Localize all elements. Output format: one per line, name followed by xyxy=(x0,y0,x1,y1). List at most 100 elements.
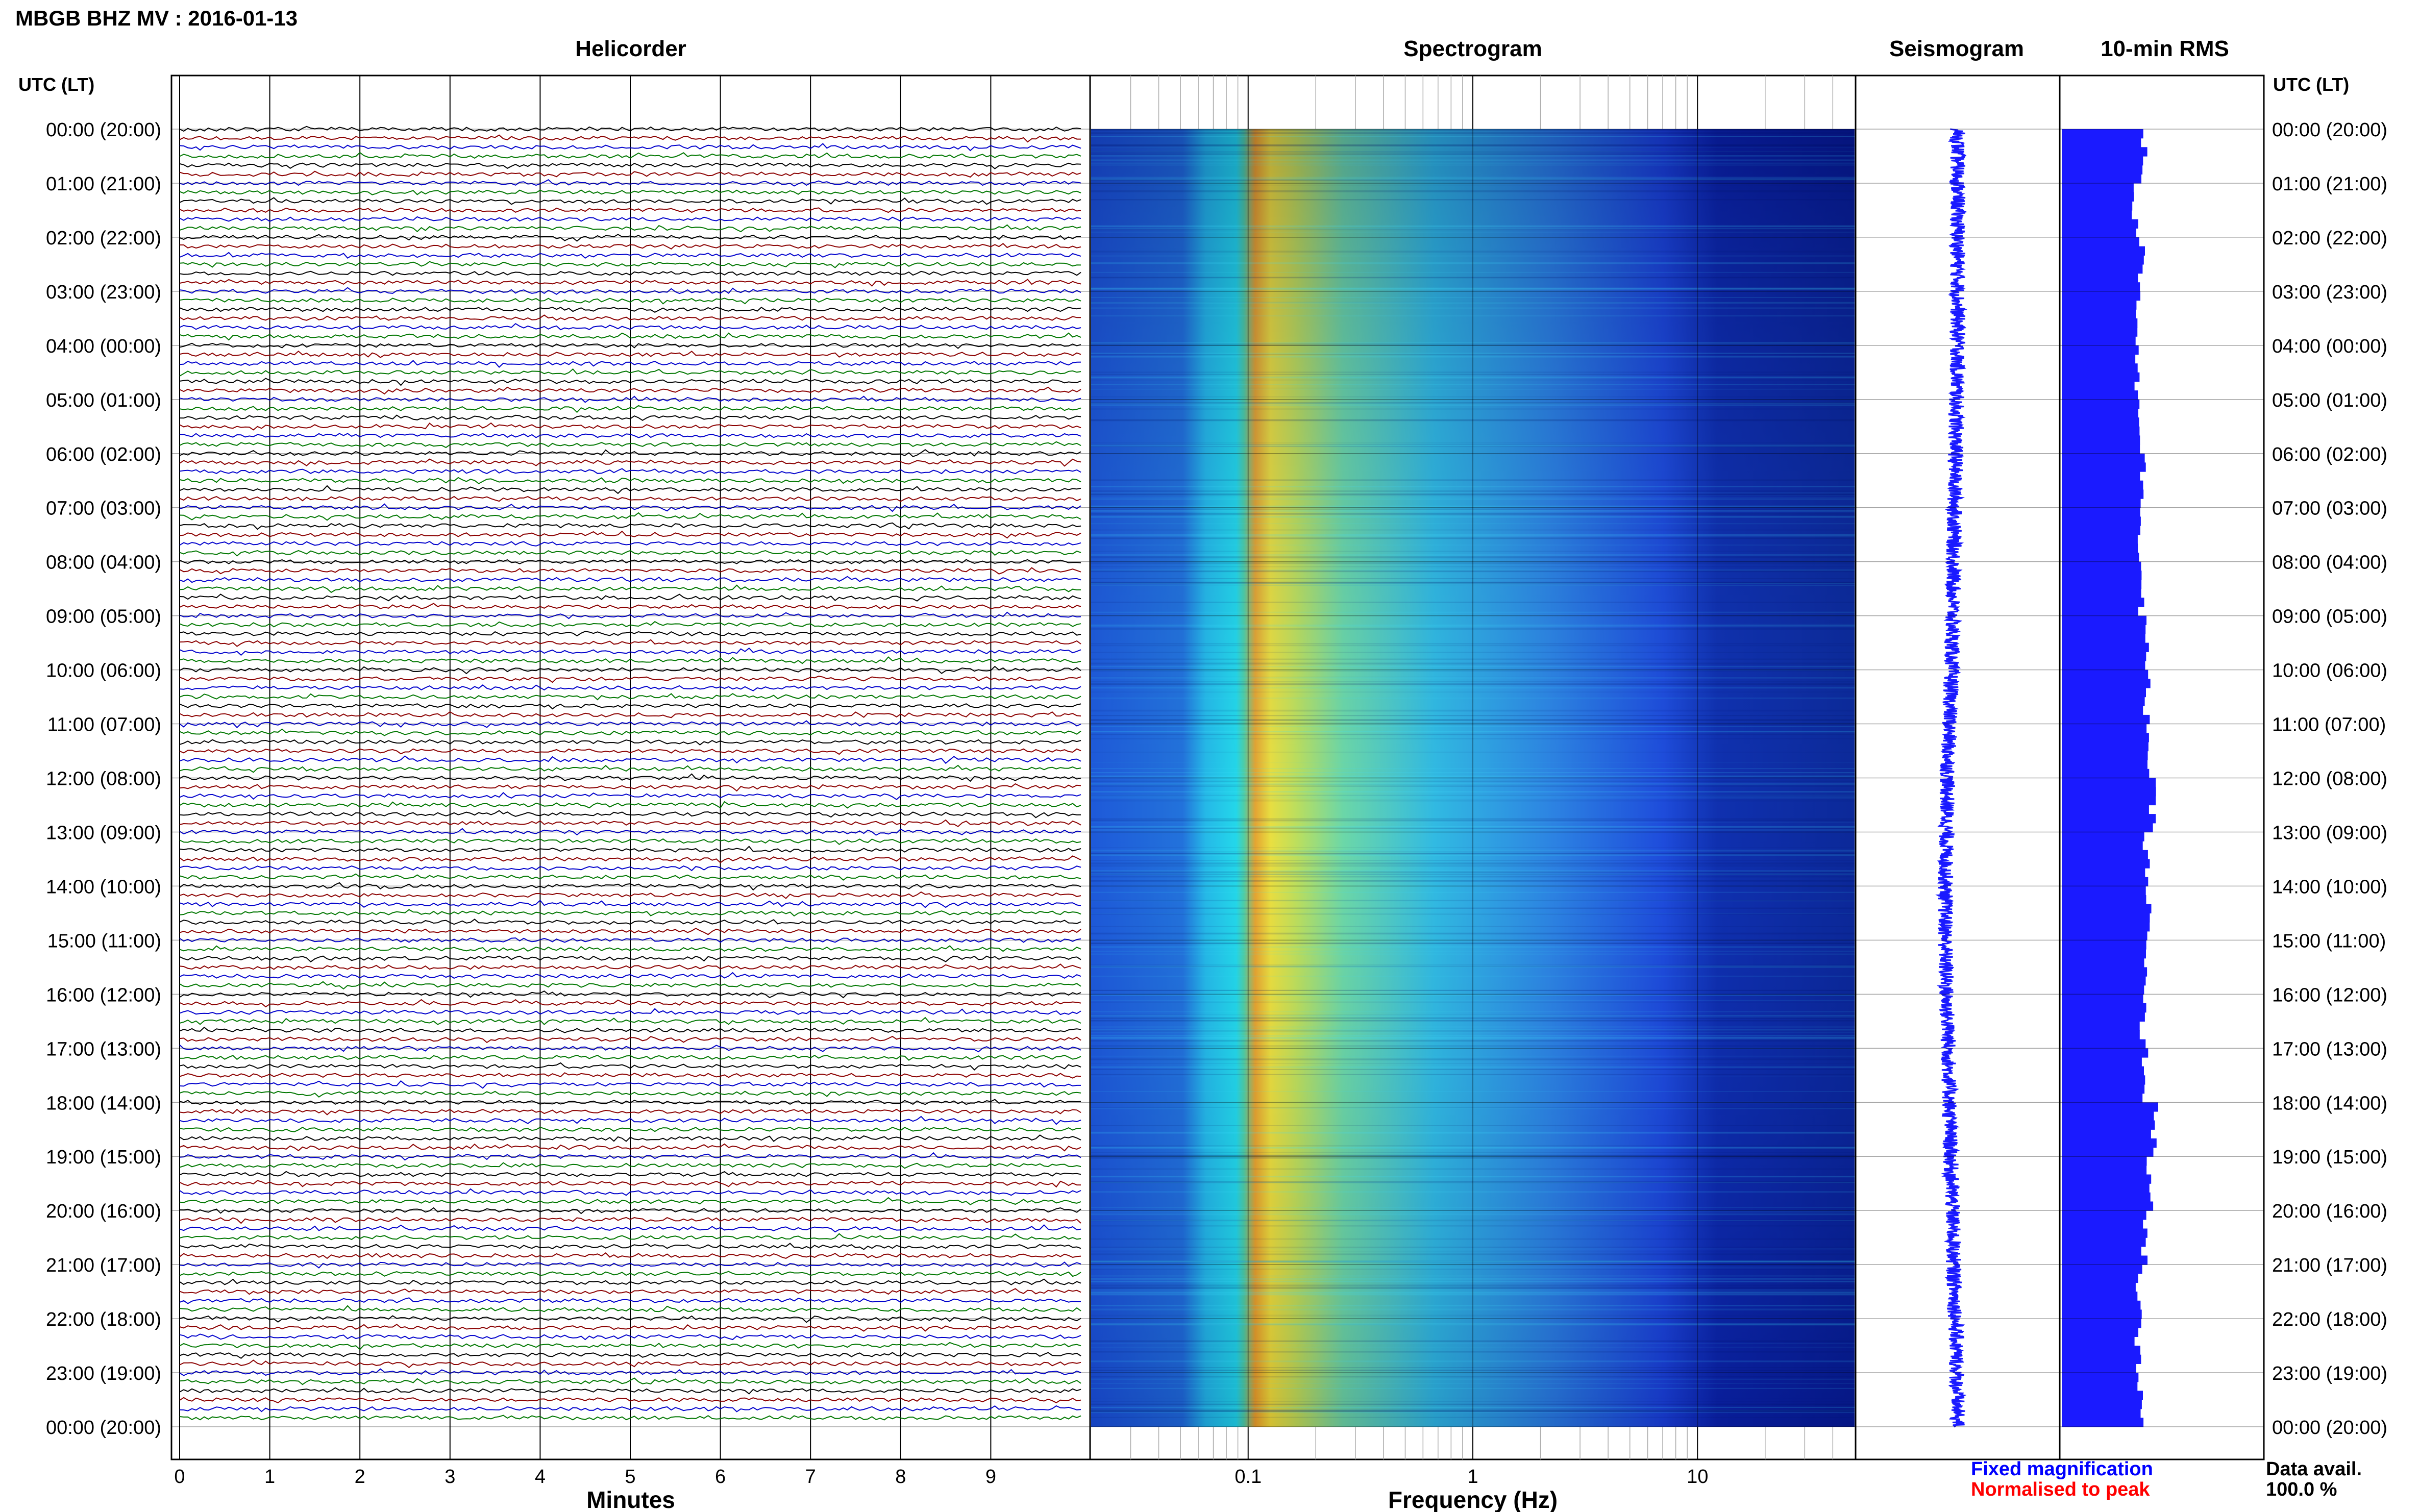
spectrogram-time-stripe xyxy=(1091,445,1855,448)
spectrogram-time-stripe xyxy=(1091,907,1855,909)
spectrogram-time-stripe xyxy=(1091,1155,1855,1156)
rms-bar xyxy=(2062,390,2138,400)
rms-bar xyxy=(2062,1147,2154,1157)
y-tick-label-left: 04:00 (00:00) xyxy=(46,336,161,357)
spectrogram-time-stripe xyxy=(1091,1347,1855,1348)
rms-bar xyxy=(2062,372,2140,382)
spectrogram-time-stripe xyxy=(1091,1367,1855,1369)
rms-bar xyxy=(2062,399,2140,409)
y-tick-label-right: 02:00 (22:00) xyxy=(2272,228,2387,249)
rms-bar xyxy=(2062,769,2150,779)
helicorder-trace-row xyxy=(179,1278,1081,1285)
helicorder-trace-row xyxy=(179,990,1081,999)
rms-bar xyxy=(2062,877,2149,887)
spectrogram-time-stripe xyxy=(1091,581,1855,583)
helicorder-trace-row xyxy=(179,1044,1081,1053)
rms-bar xyxy=(2062,1282,2136,1292)
helicorder-trace-row xyxy=(179,360,1081,368)
spectrogram-time-stripe xyxy=(1091,966,1855,968)
y-tick-label-right: 06:00 (02:00) xyxy=(2272,444,2387,465)
spectrogram-time-stripe xyxy=(1091,523,1855,525)
y-tick-label-left: 14:00 (10:00) xyxy=(46,876,161,898)
spectrogram-time-stripe xyxy=(1091,357,1855,358)
spectrogram-time-stripe xyxy=(1091,228,1855,230)
rms-bar xyxy=(2062,679,2151,688)
helicorder-trace-row xyxy=(179,1127,1081,1132)
spectrogram-time-stripe xyxy=(1091,780,1855,782)
helicorder-trace-row xyxy=(179,1143,1081,1152)
spectrogram-time-stripe xyxy=(1091,1260,1855,1263)
spectrogram-time-stripe xyxy=(1091,486,1855,487)
spectrogram-time-stripe xyxy=(1091,1225,1855,1227)
rms-bar xyxy=(2062,994,2143,1004)
spectrogram-time-stripe xyxy=(1091,1315,1855,1317)
helicorder-x-tick-label: 9 xyxy=(985,1466,996,1488)
rms-bar xyxy=(2062,1183,2150,1193)
rms-bar xyxy=(2062,580,2142,589)
helicorder-trace-row xyxy=(179,1368,1081,1376)
y-tick-labels-left: 00:00 (20:00) 01:00 (21:00) 02:00 (22:00) 0… xyxy=(46,119,161,1439)
spectrogram-time-stripe xyxy=(1091,678,1855,679)
spectrogram-time-stripe xyxy=(1091,880,1855,882)
spectrogram-time-stripe xyxy=(1091,402,1855,404)
spectrogram-time-stripe xyxy=(1091,691,1855,692)
rms-bar xyxy=(2062,751,2148,760)
helicorder-trace-row xyxy=(179,1162,1081,1169)
spectrogram-time-stripe xyxy=(1091,1323,1855,1325)
helicorder-trace-row xyxy=(179,224,1081,233)
spectrogram-time-stripe xyxy=(1091,1131,1855,1134)
rms-bar xyxy=(2062,1354,2141,1364)
spectrogram-time-stripe xyxy=(1091,873,1855,875)
spectrogram-time-stripe xyxy=(1091,255,1855,257)
spectrogram-time-stripe xyxy=(1091,165,1855,166)
spectrogram-time-stripe xyxy=(1091,628,1855,630)
helicorder-trace-row xyxy=(179,720,1081,729)
spectrogram-time-stripe xyxy=(1091,153,1855,156)
spectrogram-time-stripe xyxy=(1091,1253,1855,1255)
rms-bar xyxy=(2062,192,2134,202)
rms-bar xyxy=(2062,642,2149,652)
spectrogram-time-stripe xyxy=(1091,1001,1855,1003)
spectrogram-time-stripe xyxy=(1091,854,1855,856)
spectrogram-time-stripe xyxy=(1091,797,1855,799)
spectrogram-time-stripe xyxy=(1091,1370,1855,1371)
rms-bar xyxy=(2062,1084,2145,1094)
rms-bar xyxy=(2062,444,2140,454)
rms-bar xyxy=(2062,1057,2142,1067)
spectrogram-time-stripe xyxy=(1091,1020,1855,1022)
helicorder-trace-row xyxy=(179,882,1081,891)
data-avail-label: Data avail. xyxy=(2266,1458,2362,1480)
helicorder-trace-row xyxy=(179,541,1081,547)
helicorder-trace-row xyxy=(179,405,1081,413)
spectrogram-time-stripe xyxy=(1091,989,1855,991)
rms-bar xyxy=(2062,1418,2144,1427)
rms-bar xyxy=(2062,174,2141,184)
rms-bar xyxy=(2062,1021,2140,1031)
helicorder-trace-row xyxy=(179,783,1081,792)
helicorder-trace-row xyxy=(179,865,1081,872)
rms-bar xyxy=(2062,453,2145,463)
rms-bar xyxy=(2062,426,2140,436)
rms-bar xyxy=(2062,553,2139,562)
helicorder-trace-row xyxy=(179,1026,1081,1033)
rms-title: 10-min RMS xyxy=(2101,36,2229,61)
spectrogram-time-stripe xyxy=(1091,1031,1855,1033)
spectrogram-time-stripe xyxy=(1091,302,1855,303)
rms-bar xyxy=(2062,327,2138,337)
helicorder-trace-row xyxy=(179,559,1081,564)
spectrogram-time-stripe xyxy=(1091,490,1855,492)
spectrogram-time-stripe xyxy=(1091,1207,1855,1208)
spectrogram-time-stripe xyxy=(1091,1157,1855,1159)
helicorder-trace-row xyxy=(179,703,1081,710)
spectrogram-time-stripe xyxy=(1091,1410,1855,1412)
rms-bar xyxy=(2062,381,2135,391)
helicorder-trace-row xyxy=(179,1271,1081,1277)
seismogram-line xyxy=(1935,128,1968,1428)
rms-bar xyxy=(2062,976,2146,986)
spectrogram-time-stripe xyxy=(1091,1220,1855,1222)
rms-bar xyxy=(2062,949,2146,959)
spectrogram-time-stripe xyxy=(1091,1360,1855,1362)
helicorder-trace-row xyxy=(179,261,1081,268)
spectrogram-time-stripe xyxy=(1091,1125,1855,1126)
rms-bar xyxy=(2062,543,2138,553)
